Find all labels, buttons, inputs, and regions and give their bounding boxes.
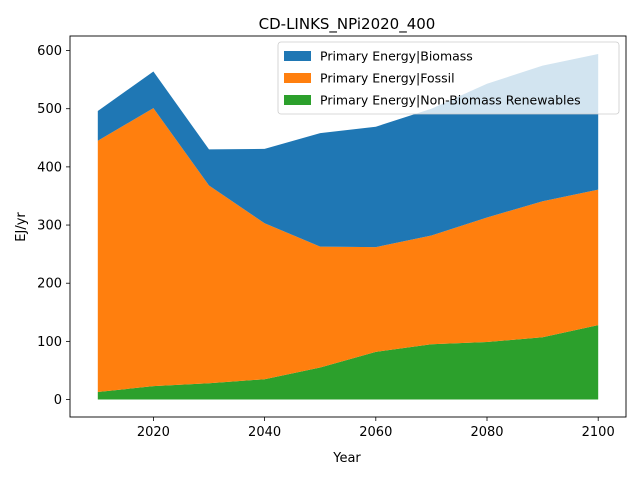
x-tick-label: 2040 (248, 425, 281, 440)
plot-frame (69, 35, 627, 418)
y-tick-label: 300 (37, 219, 62, 234)
x-tick-label: 2080 (470, 425, 503, 440)
x-tick-label: 2020 (137, 425, 170, 440)
x-axis-label: Year (332, 451, 361, 466)
y-axis-label: EJ/yr (14, 212, 29, 242)
y-tick-label: 100 (37, 335, 62, 350)
legend-label-primary-energy-fossil: Primary Energy|Fossil (320, 71, 455, 86)
legend-swatch-primary-energy-fossil (284, 73, 311, 83)
y-axis-ticks: 0 100 200 300 400 500 600 (37, 44, 70, 408)
chart-title: CD-LINKS_NPi2020_400 (259, 15, 436, 34)
area-series-primary-energy-fossil (97, 108, 599, 392)
legend-swatch-primary-energy-biomass (284, 51, 311, 61)
y-tick-label: 400 (37, 160, 62, 175)
area-series-primary-energy-non-biomass-renewables (97, 325, 599, 400)
x-axis-ticks: 2020 2040 2060 2080 2100 (137, 417, 615, 440)
y-tick-label: 500 (37, 102, 62, 117)
x-tick-label: 2100 (582, 425, 615, 440)
legend: Primary Energy|Biomass Primary Energy|Fos… (277, 41, 620, 115)
y-tick-label: 0 (54, 393, 62, 408)
legend-swatch-primary-energy-non-biomass-renewables (284, 95, 311, 105)
legend-label-primary-energy-non-biomass-renewables: Primary Energy|Non-Biomass Renewables (320, 93, 581, 108)
y-tick-label: 200 (37, 277, 62, 292)
legend-label-primary-energy-biomass: Primary Energy|Biomass (320, 49, 473, 64)
x-tick-label: 2060 (359, 425, 392, 440)
y-tick-label: 600 (37, 44, 62, 59)
legend-box (277, 41, 620, 115)
